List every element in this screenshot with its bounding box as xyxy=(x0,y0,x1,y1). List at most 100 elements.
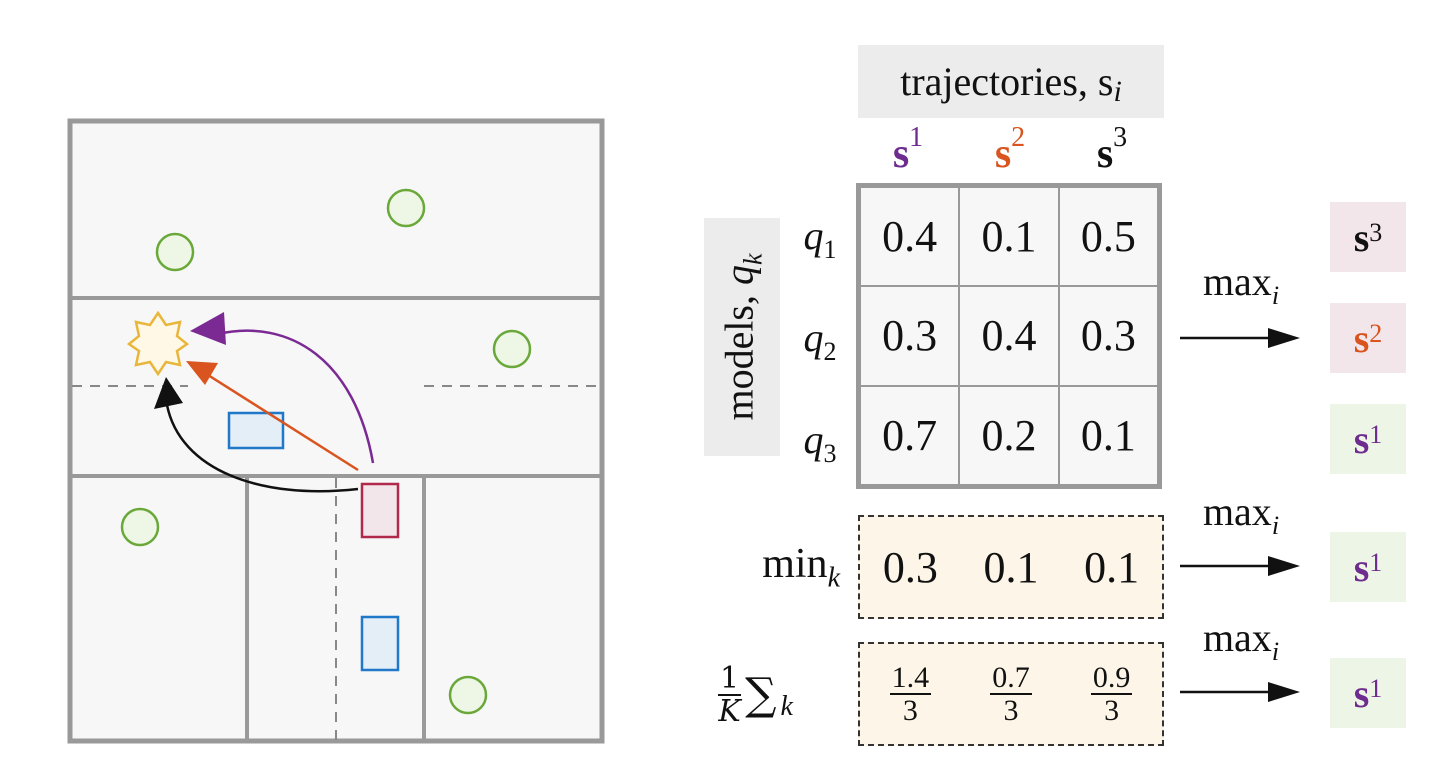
min-row-label: mink xyxy=(700,540,840,594)
min-row-label-text: min xyxy=(762,541,828,587)
mean-row-label: 1 K ∑ k xyxy=(718,660,848,730)
result-min-sup: 1 xyxy=(1369,548,1383,577)
trajectory-s1-arrowhead xyxy=(190,312,226,345)
goal-circle xyxy=(448,675,488,715)
mean-value-den: 3 xyxy=(902,694,918,727)
score-matrix: 0.4 0.1 0.5 0.3 0.4 0.3 0.7 0.2 0.1 xyxy=(856,183,1162,489)
mean-value: 0.9 3 xyxy=(1090,660,1133,727)
result-mean-sup: 1 xyxy=(1369,674,1383,703)
arrow-min-to-result xyxy=(1180,556,1300,576)
min-row-values: 0.3 0.1 0.1 xyxy=(858,515,1164,619)
min-value: 0.3 xyxy=(882,542,938,592)
goal-circle xyxy=(492,329,532,369)
column-header-s2-base: s xyxy=(994,131,1012,177)
obstacle-vehicle xyxy=(227,411,285,450)
max-label-min: maxi xyxy=(1176,488,1306,541)
models-label-var: q xyxy=(716,265,762,285)
max-label-min-text: max xyxy=(1202,489,1272,534)
goal-circle xyxy=(120,507,160,547)
matrix-cell: 0.7 xyxy=(860,385,960,485)
arrow-mean-to-result xyxy=(1180,682,1300,702)
result-mean-base: s xyxy=(1353,670,1370,716)
trajectory-s3-arrowhead xyxy=(154,377,183,409)
result-q2-sup: 2 xyxy=(1369,319,1383,348)
column-header-s2-sup: 2 xyxy=(1011,122,1026,153)
mean-value-den: 3 xyxy=(1104,694,1120,727)
row-label-q3-sub: 3 xyxy=(823,439,837,468)
row-label-q2-sub: 2 xyxy=(823,337,837,366)
row-label-q2-var: q xyxy=(803,315,824,360)
min-row-label-sub: k xyxy=(827,562,840,594)
trajectory-s2-arrowhead xyxy=(186,361,218,385)
max-label-mean-sub: i xyxy=(1271,637,1280,666)
max-label-mean: maxi xyxy=(1176,614,1306,667)
trajectories-header-text: trajectories, s xyxy=(900,59,1114,104)
matrix-cell: 0.4 xyxy=(860,187,960,287)
min-value: 0.1 xyxy=(983,542,1039,592)
models-label-text: models, xyxy=(716,285,762,421)
column-header-s3-sup: 3 xyxy=(1113,122,1128,153)
column-header-s3: s3 xyxy=(1062,122,1162,182)
column-header-s1-sup: 1 xyxy=(909,122,924,153)
max-label-mean-text: max xyxy=(1202,615,1272,660)
mean-value-num: 1.4 xyxy=(889,660,932,695)
column-header-s1: s1 xyxy=(858,122,958,182)
result-q3-base: s xyxy=(1353,416,1370,462)
matrix-cell: 0.3 xyxy=(860,286,960,386)
ego-vehicle xyxy=(360,482,400,539)
arrow-matrix-to-results xyxy=(1180,328,1300,348)
result-q2-base: s xyxy=(1353,315,1370,361)
goal-circle xyxy=(386,188,426,228)
mean-row-frac: 1 K xyxy=(718,660,742,729)
mean-row-sub: k xyxy=(780,691,793,722)
row-label-q3-var: q xyxy=(803,417,824,462)
column-header-s1-base: s xyxy=(892,131,910,177)
mean-value-num: 0.9 xyxy=(1090,660,1133,695)
matrix-cell: 0.1 xyxy=(1058,385,1158,485)
road-scene xyxy=(67,118,605,744)
matrix-cell: 0.4 xyxy=(959,286,1059,386)
row-label-q1-var: q xyxy=(803,213,824,258)
mean-value-num: 0.7 xyxy=(990,660,1032,695)
mean-row-sum: ∑ xyxy=(745,669,777,720)
row-label-q1-sub: 1 xyxy=(823,235,837,264)
mean-value-den: 3 xyxy=(1003,694,1019,727)
trajectory-s1 xyxy=(217,329,375,464)
mean-value: 1.4 3 xyxy=(889,660,932,727)
obstacle-vehicle xyxy=(360,615,400,672)
max-label-matrix: maxi xyxy=(1176,258,1306,311)
matrix-cell: 0.3 xyxy=(1058,286,1158,386)
min-value: 0.1 xyxy=(1084,542,1140,592)
mean-row-frac-den: K xyxy=(718,694,741,729)
trajectory-s2 xyxy=(207,373,359,472)
mean-row-frac-num: 1 xyxy=(718,660,742,696)
scene-floor xyxy=(70,121,602,741)
scene-border xyxy=(67,118,605,744)
row-label-q1: q1 xyxy=(790,212,850,264)
result-q1-sup: 3 xyxy=(1369,218,1383,247)
row-label-q3: q3 xyxy=(790,416,850,468)
matrix-cell: 0.1 xyxy=(959,187,1059,287)
max-label-matrix-text: max xyxy=(1202,259,1272,304)
matrix-cell: 0.2 xyxy=(959,385,1059,485)
column-header-s3-base: s xyxy=(1096,131,1114,177)
column-header-s2: s2 xyxy=(960,122,1060,182)
models-label: models, qk xyxy=(704,218,780,456)
result-q3-sup: 1 xyxy=(1369,420,1383,449)
mean-row-values: 1.4 3 0.7 3 0.9 3 xyxy=(858,642,1164,746)
matrix-cell: 0.5 xyxy=(1058,187,1158,287)
models-label-sub: k xyxy=(738,253,768,265)
target-star-icon xyxy=(126,310,190,377)
max-label-matrix-sub: i xyxy=(1271,281,1280,310)
trajectories-header-sub: i xyxy=(1113,74,1122,108)
result-q1-base: s xyxy=(1353,214,1370,260)
row-label-q2: q2 xyxy=(790,314,850,366)
result-min-base: s xyxy=(1353,544,1370,590)
mean-value: 0.7 3 xyxy=(990,660,1032,727)
